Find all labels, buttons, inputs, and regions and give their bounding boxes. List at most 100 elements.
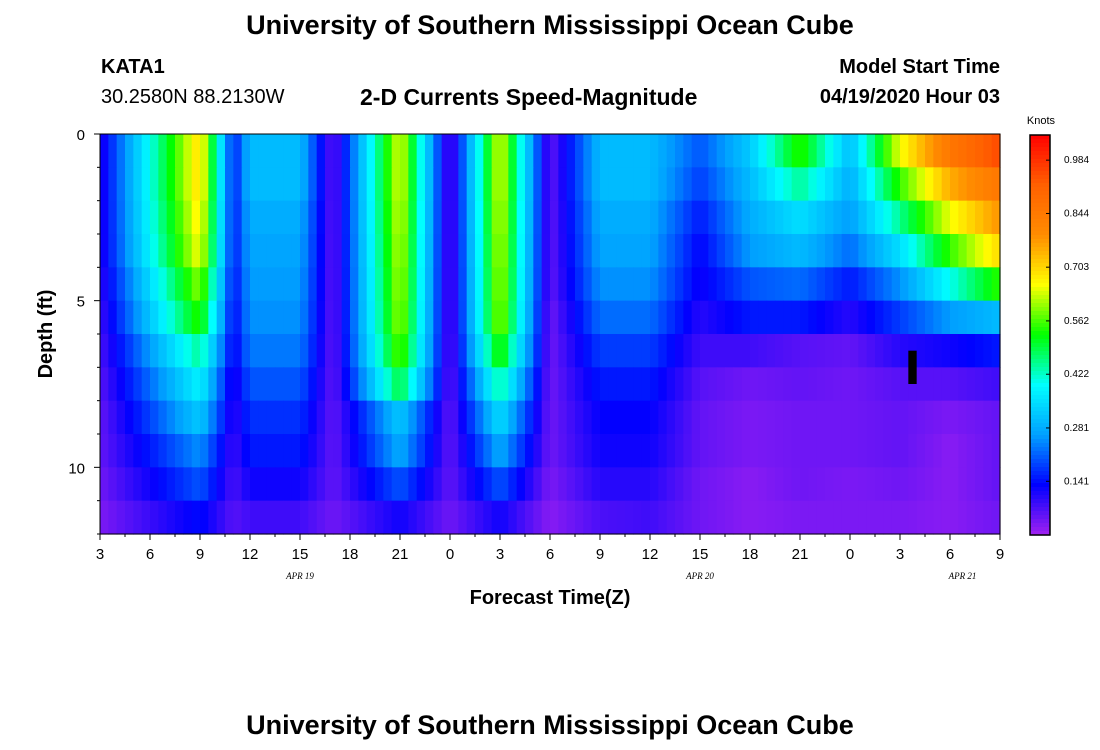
heatmap-cell [541,434,551,468]
heatmap-cell [291,467,301,502]
x-tick-label: 3 [496,546,504,563]
heatmap-cell [550,200,559,235]
heatmap-cell [908,300,918,335]
heatmap-cell [333,334,343,368]
heatmap-cell [391,400,401,435]
heatmap-cell [991,367,1001,402]
heatmap-cell [950,300,959,335]
heatmap-cell [533,234,543,268]
heatmap-cell [100,167,109,202]
heatmap-cell [475,400,484,435]
heatmap-cell [225,134,234,168]
heatmap-cell [666,434,676,468]
heatmap-cell [450,267,459,302]
heatmap-cell [275,400,284,435]
heatmap-cell [516,467,526,502]
heatmap-cell [200,467,209,502]
colorbar-band [1030,315,1050,320]
heatmap-cell [375,234,384,268]
heatmap-cell [191,167,201,202]
heatmap-cell [691,134,701,168]
heatmap-cell [133,334,143,368]
heatmap-cell [766,300,776,335]
heatmap-cell [708,367,718,402]
heatmap-cell [700,434,709,468]
heatmap-cell [875,334,884,368]
heatmap-cell [600,367,609,402]
heatmap-cell [616,200,626,235]
heatmap-cell [608,200,618,235]
heatmap-cell [233,267,243,302]
heatmap-cell [766,267,776,302]
heatmap-cell [625,400,634,435]
heatmap-cell [825,200,834,235]
colorbar-band [1030,147,1050,152]
heatmap-cell [516,134,526,168]
heatmap-cell [133,500,143,535]
heatmap-cell [333,467,343,502]
heatmap-cell [241,434,251,468]
heatmap-cell [266,167,276,202]
heatmap-cell [275,434,284,468]
heatmap-cell [850,167,859,202]
heatmap-cell [383,300,393,335]
heatmap-cell [133,434,143,468]
heatmap-cell [283,467,293,502]
colorbar-band [1030,427,1050,432]
heatmap-cell [800,367,809,402]
colorbar-band [1030,375,1050,380]
heatmap-cell [875,234,884,268]
colorbar-band [1030,331,1050,336]
heatmap-cell [741,134,751,168]
heatmap-cell [225,400,234,435]
heatmap-cell [616,500,626,535]
heatmap-cell [550,167,559,202]
heatmap-cell [225,367,234,402]
heatmap-cell [675,467,684,502]
heatmap-cell [458,267,468,302]
heatmap-cell [883,467,893,502]
heatmap-cell [725,134,734,168]
heatmap-cell [491,500,501,535]
heatmap-cell [316,434,326,468]
heatmap-cell [233,400,243,435]
heatmap-cell [925,200,934,235]
colorbar-band [1030,363,1050,368]
heatmap-cell [125,434,134,468]
heatmap-cell [591,267,601,302]
heatmap-cell [233,234,243,268]
x-axis-label: Forecast Time(Z) [470,587,631,609]
heatmap-cell [258,267,268,302]
heatmap-cell [525,234,534,268]
heatmap-cell [108,267,118,302]
heatmap-cell [391,167,401,202]
heatmap-cell [858,334,868,368]
heatmap-cell [833,467,843,502]
heatmap-cell [441,400,451,435]
heatmap-cell [650,200,659,235]
heatmap-cell [358,367,368,402]
heatmap-cell [775,167,784,202]
heatmap-cell [925,467,934,502]
heatmap-cell [941,367,951,402]
heatmap-cell [958,367,968,402]
heatmap-cell [150,200,159,235]
heatmap-cell [616,334,626,368]
heatmap-cell [283,134,293,168]
heatmap-cell [825,500,834,535]
heatmap-cell [266,134,276,168]
heatmap-cell [133,367,143,402]
heatmap-cell [491,134,501,168]
heatmap-cell [950,367,959,402]
heatmap-cell [666,500,676,535]
heatmap-cell [583,200,593,235]
colorbar-band [1030,395,1050,400]
heatmap-cell [866,200,876,235]
heatmap-cell [325,434,334,468]
heatmap-cell [858,434,868,468]
heatmap-cell [241,367,251,402]
heatmap-cell [691,167,701,202]
heatmap-cell [450,234,459,268]
heatmap-cell [366,200,376,235]
colorbar-band [1030,223,1050,228]
